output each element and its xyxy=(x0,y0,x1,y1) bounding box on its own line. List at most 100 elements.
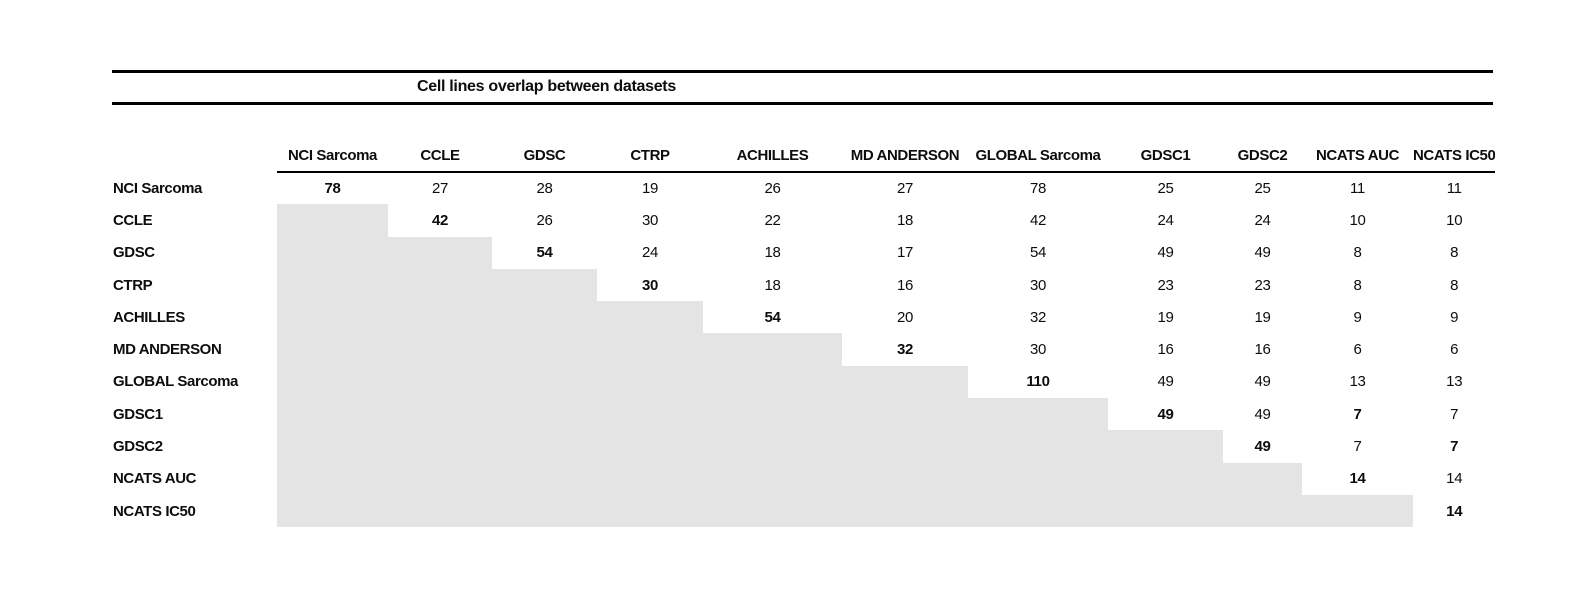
matrix-cell xyxy=(277,204,388,237)
table-row-gdsc: GDSC 54 24 18 17 54 49 49 8 8 xyxy=(110,236,1495,269)
matrix-cell: 30 xyxy=(1029,276,1047,294)
matrix-cell: 42 xyxy=(431,211,449,229)
matrix-cell: 13 xyxy=(1446,373,1463,391)
matrix-cell xyxy=(968,430,1108,463)
matrix-cell: 19 xyxy=(1157,308,1174,326)
matrix-cell xyxy=(703,430,842,463)
matrix-cell: 23 xyxy=(1254,276,1271,294)
matrix-cell: 30 xyxy=(641,276,659,294)
row-header-ccle: CCLE xyxy=(113,211,153,229)
matrix-cell xyxy=(842,462,968,495)
row-header-ncats-ic50: NCATS IC50 xyxy=(113,502,196,520)
matrix-cell: 16 xyxy=(896,276,914,294)
column-header-nci-sarcoma: NCI Sarcoma xyxy=(277,139,388,173)
matrix-cell: 54 xyxy=(764,308,781,326)
matrix-cell xyxy=(388,333,492,366)
table-row-nci-sarcoma: NCI Sarcoma 78 27 28 19 26 27 78 25 25 11 11 xyxy=(110,172,1495,204)
matrix-cell xyxy=(1302,494,1413,528)
table-row-gdsc2: GDSC2 49 7 7 xyxy=(110,430,1495,463)
matrix-cell xyxy=(388,268,492,302)
matrix-cell: 7 xyxy=(1353,438,1362,456)
row-header-achilles: ACHILLES xyxy=(113,308,185,326)
matrix-cell: 49 xyxy=(1254,244,1271,262)
matrix-cell: 24 xyxy=(1157,211,1174,229)
matrix-cell: 8 xyxy=(1353,276,1362,294)
matrix-cell xyxy=(388,462,492,495)
matrix-cell: 49 xyxy=(1157,373,1174,391)
header-row: NCI Sarcoma CCLE GDSC CTRP ACHILLES MD ANDERS… xyxy=(110,139,1496,173)
matrix-cell: 13 xyxy=(1349,373,1366,391)
column-header-ctrp: CTRP xyxy=(597,139,703,173)
table-row-gdsc1: GDSC1 49 49 7 7 xyxy=(110,398,1495,431)
matrix-cell: 49 xyxy=(1157,405,1174,423)
matrix-cell: 11 xyxy=(1446,180,1462,198)
matrix-cell xyxy=(597,430,703,463)
matrix-cell xyxy=(597,365,703,399)
matrix-cell: 26 xyxy=(536,211,553,229)
row-header-gdsc2: GDSC2 xyxy=(113,438,163,456)
matrix-cell: 78 xyxy=(324,180,341,198)
matrix-cell: 11 xyxy=(1350,180,1365,198)
matrix-cell: 19 xyxy=(1254,308,1271,326)
matrix-cell: 32 xyxy=(896,341,914,359)
matrix-cell: 32 xyxy=(1029,308,1047,326)
matrix-cell xyxy=(277,333,388,366)
matrix-cell: 14 xyxy=(1446,502,1463,520)
matrix-cell xyxy=(703,494,842,528)
matrix-cell: 24 xyxy=(641,244,659,262)
row-header-md-anderson: MD ANDERSON xyxy=(113,341,222,359)
matrix-cell: 54 xyxy=(1029,244,1047,262)
row-header-gdsc: GDSC xyxy=(113,244,155,262)
matrix-cell: 18 xyxy=(896,211,914,229)
matrix-cell xyxy=(388,430,492,463)
matrix-cell xyxy=(492,462,597,495)
matrix-cell: 25 xyxy=(1254,180,1271,198)
mid-rule xyxy=(112,102,1493,105)
column-header-ncats-ic50: NCATS IC50 xyxy=(1413,139,1496,173)
matrix-cell xyxy=(388,494,492,528)
matrix-cell xyxy=(703,333,842,366)
matrix-cell: 8 xyxy=(1353,244,1362,262)
matrix-cell xyxy=(842,398,968,431)
column-header-ccle: CCLE xyxy=(388,139,492,173)
matrix-cell: 27 xyxy=(431,180,449,198)
matrix-cell xyxy=(597,301,703,334)
matrix-cell: 22 xyxy=(764,211,781,229)
row-header-gdsc1: GDSC1 xyxy=(113,405,163,423)
matrix-cell xyxy=(277,236,388,269)
matrix-cell: 8 xyxy=(1450,244,1459,262)
matrix-cell xyxy=(492,333,597,366)
matrix-cell: 49 xyxy=(1254,438,1271,456)
matrix-cell xyxy=(492,268,597,302)
table-row-md-anderson: MD ANDERSON 32 30 16 16 6 6 xyxy=(110,333,1495,366)
table-row-global-sarcoma: GLOBAL Sarcoma 110 49 49 13 13 xyxy=(110,365,1495,399)
matrix-cell xyxy=(968,494,1108,528)
matrix-cell: 9 xyxy=(1353,308,1362,326)
matrix-cell xyxy=(277,462,388,495)
matrix-cell: 7 xyxy=(1353,405,1362,423)
matrix-cell xyxy=(277,301,388,334)
matrix-cell: 30 xyxy=(1029,341,1047,359)
matrix-cell: 16 xyxy=(1157,341,1174,359)
matrix-cell xyxy=(277,268,388,302)
column-header-ncats-auc: NCATS AUC xyxy=(1302,139,1413,173)
matrix-cell xyxy=(968,462,1108,495)
matrix-cell xyxy=(492,301,597,334)
matrix-cell xyxy=(703,398,842,431)
matrix-cell: 6 xyxy=(1353,341,1362,359)
table-row-ctrp: CTRP 30 18 16 30 23 23 8 8 xyxy=(110,268,1495,302)
matrix-cell xyxy=(492,398,597,431)
overlap-table: NCI Sarcoma CCLE GDSC CTRP ACHILLES MD ANDERS… xyxy=(110,139,1496,528)
matrix-cell: 10 xyxy=(1446,211,1463,229)
row-header-global-sarcoma: GLOBAL Sarcoma xyxy=(113,373,238,391)
matrix-cell xyxy=(388,398,492,431)
matrix-cell: 49 xyxy=(1254,373,1271,391)
matrix-cell xyxy=(388,236,492,269)
matrix-cell: 24 xyxy=(1254,211,1271,229)
matrix-cell xyxy=(703,462,842,495)
matrix-cell xyxy=(1108,494,1223,528)
matrix-cell: 110 xyxy=(1026,373,1050,391)
matrix-cell xyxy=(597,333,703,366)
matrix-cell xyxy=(1108,430,1223,463)
matrix-cell: 7 xyxy=(1450,438,1459,456)
